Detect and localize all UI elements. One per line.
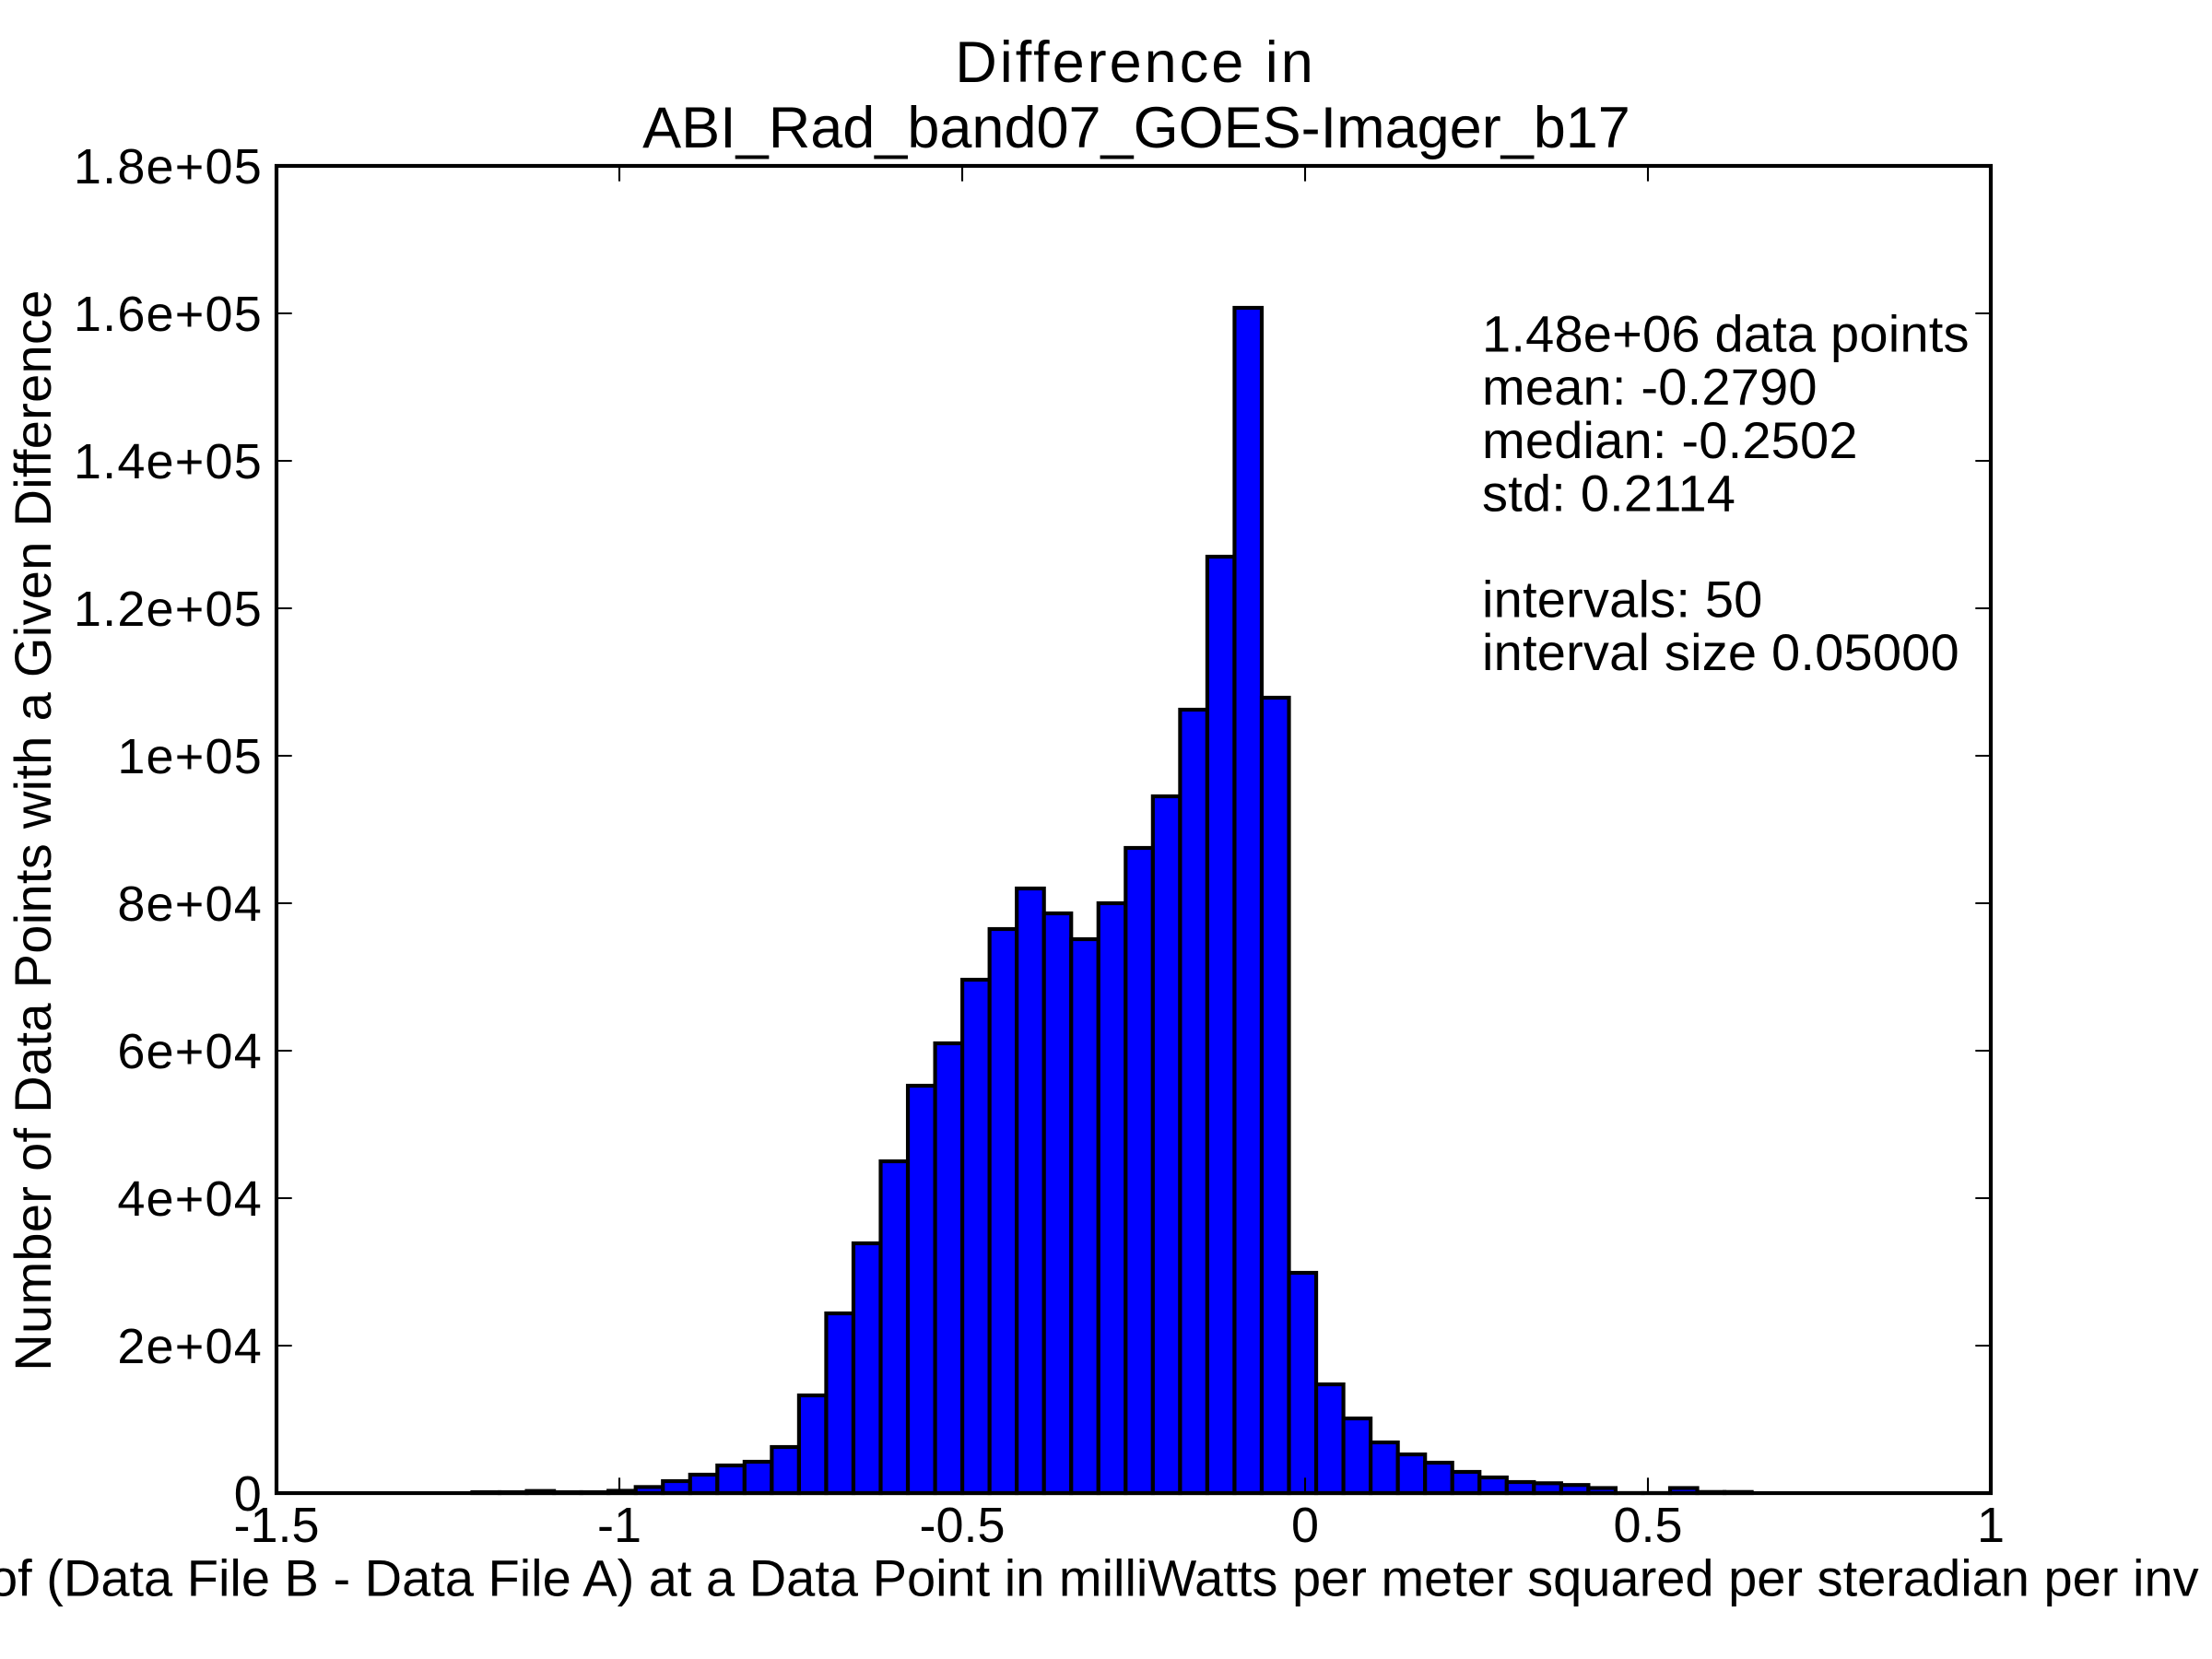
- svg-text:median: -0.2502: median: -0.2502: [1482, 411, 1858, 469]
- svg-text:-1: -1: [597, 1498, 641, 1553]
- svg-text:2e+04: 2e+04: [117, 1319, 263, 1374]
- svg-text:of (Data File B - Data File A): of (Data File B - Data File A) at a Data…: [0, 1549, 2199, 1607]
- svg-text:1.2e+05: 1.2e+05: [74, 582, 263, 637]
- svg-text:mean: -0.2790: mean: -0.2790: [1482, 358, 1818, 416]
- svg-text:0: 0: [1291, 1498, 1319, 1553]
- svg-text:interval size 0.05000: interval size 0.05000: [1482, 623, 1959, 681]
- svg-text:1.4e+05: 1.4e+05: [74, 434, 263, 489]
- svg-text:0.5: 0.5: [1613, 1498, 1682, 1553]
- svg-text:1e+05: 1e+05: [117, 729, 263, 784]
- svg-text:1: 1: [1977, 1498, 2005, 1553]
- svg-text:ABI_Rad_band07_GOES-Imager_b17: ABI_Rad_band07_GOES-Imager_b17: [642, 96, 1630, 160]
- svg-text:6e+04: 6e+04: [117, 1024, 263, 1079]
- svg-text:8e+04: 8e+04: [117, 877, 263, 932]
- svg-text:Difference in: Difference in: [955, 30, 1316, 95]
- svg-text:-1.5: -1.5: [233, 1498, 319, 1553]
- svg-text:1.6e+05: 1.6e+05: [74, 287, 263, 342]
- svg-text:std: 0.2114: std: 0.2114: [1482, 464, 1735, 522]
- svg-text:-0.5: -0.5: [919, 1498, 1005, 1553]
- svg-text:4e+04: 4e+04: [117, 1171, 263, 1227]
- svg-text:0: 0: [234, 1466, 263, 1522]
- svg-text:Number of Data Points with a G: Number of Data Points with a Given Diffe…: [4, 289, 62, 1371]
- svg-text:1.8e+05: 1.8e+05: [74, 139, 263, 194]
- svg-text:intervals: 50: intervals: 50: [1482, 571, 1763, 629]
- svg-text:1.48e+06 data points: 1.48e+06 data points: [1482, 305, 1970, 363]
